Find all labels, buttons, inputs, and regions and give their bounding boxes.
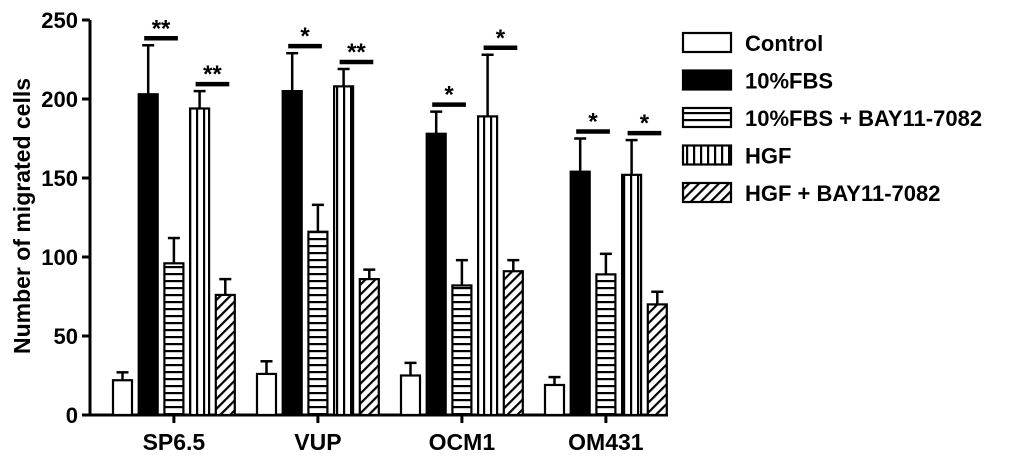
bar-sp6-5-hgf-bay11-7082 (214, 293, 236, 417)
category-label-ocm1: OCM1 (429, 429, 496, 455)
significance-label-sp6-5-1: ** (203, 61, 222, 88)
y-axis-title: Number of migrated cells (9, 78, 35, 354)
legend-label-hgf: HGF (745, 144, 791, 169)
y-tick-label-250: 250 (41, 8, 78, 33)
bar-ocm1-10-fbs-bay11-7082 (451, 284, 473, 417)
legend-label-10-fbs-bay11-7082: 10%FBS + BAY11-7082 (745, 106, 982, 131)
y-tick-label-150: 150 (41, 166, 78, 191)
bar-om431-hgf (620, 173, 643, 417)
category-label-vup: VUP (294, 429, 341, 455)
bar-vup-10-fbs (281, 89, 303, 417)
bar-ocm1-hgf (477, 115, 499, 417)
significance-label-sp6-5-0: ** (152, 15, 171, 42)
legend-swatch-10-fbs (681, 69, 733, 91)
bar-ocm1-10-fbs (425, 132, 447, 417)
legend-label-control: Control (745, 31, 823, 56)
y-tick-label-0: 0 (66, 403, 78, 428)
bar-vup-10-fbs-bay11-7082 (307, 230, 329, 417)
legend-swatch-hgf-bay11-7082 (681, 181, 733, 204)
bar-om431-hgf-bay11-7082 (646, 303, 668, 417)
legend-swatch-hgf (681, 144, 733, 166)
significance-label-om431-7: * (640, 110, 650, 137)
bar-sp6-5-10-fbs-bay11-7082 (163, 262, 185, 417)
bar-sp6-5-control (111, 379, 134, 417)
significance-label-om431-6: * (588, 109, 598, 136)
significance-label-ocm1-4: * (444, 82, 454, 109)
bar-om431-10-fbs (569, 170, 591, 417)
significance-label-vup-2: * (300, 23, 310, 50)
y-tick-label-50: 50 (54, 324, 78, 349)
category-label-sp6-5: SP6.5 (143, 429, 206, 455)
bar-vup-control (255, 372, 278, 417)
bar-om431-control (543, 383, 566, 417)
bar-ocm1-control (399, 374, 422, 417)
legend-swatch-control (681, 31, 733, 54)
bar-sp6-5-10-fbs (137, 93, 159, 417)
legend-swatch-10-fbs-bay11-7082 (681, 106, 733, 129)
legend-label-hgf-bay11-7082: HGF + BAY11-7082 (745, 181, 940, 206)
legend-label-10-fbs: 10%FBS (745, 69, 833, 94)
legend: Control 10%FBS 10%FBS + BAY11-7082 HGF HGF +… (681, 31, 982, 206)
y-tick-label-100: 100 (41, 245, 78, 270)
category-label-om431: OM431 (568, 429, 644, 455)
y-tick-label-200: 200 (41, 87, 78, 112)
bar-vup-hgf (333, 85, 355, 417)
significance-label-ocm1-5: * (496, 25, 506, 52)
bar-vup-hgf-bay11-7082 (358, 278, 380, 417)
bar-sp6-5-hgf (189, 107, 211, 417)
bar-ocm1-hgf-bay11-7082 (502, 270, 524, 417)
bar-om431-10-fbs-bay11-7082 (595, 273, 617, 417)
significance-label-vup-3: ** (347, 39, 366, 66)
